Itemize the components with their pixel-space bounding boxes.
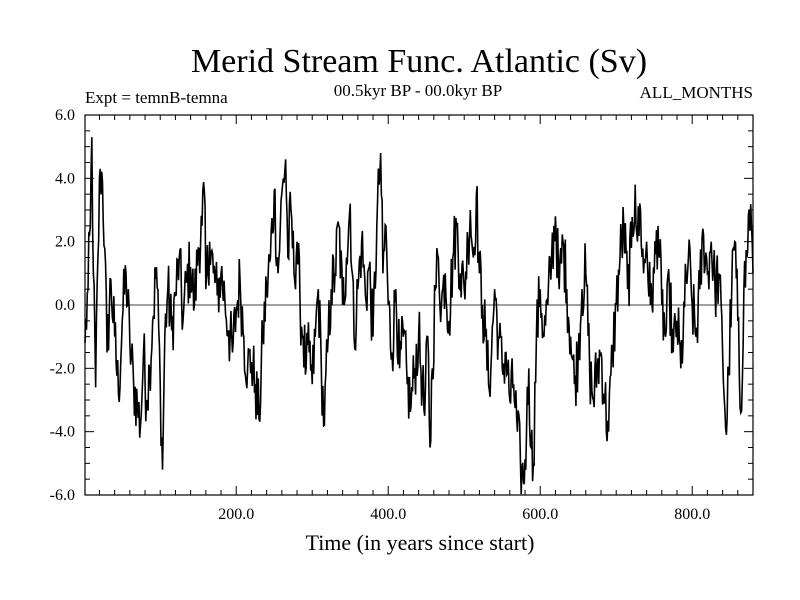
- y-tick-label: 2.0: [55, 234, 75, 251]
- axis-tick-labels: 200.0 400.0 600.0 800.0 6.0 4.0 2.0 0.0 -2.0 -4.0…: [50, 107, 711, 523]
- chart-subtitle-center: 00.5kyr BP - 00.0kyr BP: [334, 81, 502, 100]
- y-tick-label: 4.0: [55, 170, 75, 187]
- chart-title: Merid Stream Func. Atlantic (Sv): [191, 43, 647, 80]
- y-tick-label: -4.0: [50, 424, 75, 441]
- x-tick-label: 400.0: [370, 506, 406, 523]
- x-tick-label: 200.0: [218, 506, 254, 523]
- chart-subtitle-left: Expt = temnB-temna: [85, 88, 228, 107]
- y-tick-label: 6.0: [55, 107, 75, 124]
- y-tick-label: -2.0: [50, 360, 75, 377]
- series-line: [84, 137, 754, 495]
- x-tick-label: 800.0: [674, 506, 710, 523]
- y-tick-label: 0.0: [55, 297, 75, 314]
- x-tick-label: 600.0: [522, 506, 558, 523]
- axis-ticks: [85, 114, 754, 496]
- x-axis-label: Time (in years since start): [306, 530, 535, 555]
- y-tick-label: -6.0: [50, 487, 75, 504]
- chart-subtitle-right: ALL_MONTHS: [640, 83, 753, 102]
